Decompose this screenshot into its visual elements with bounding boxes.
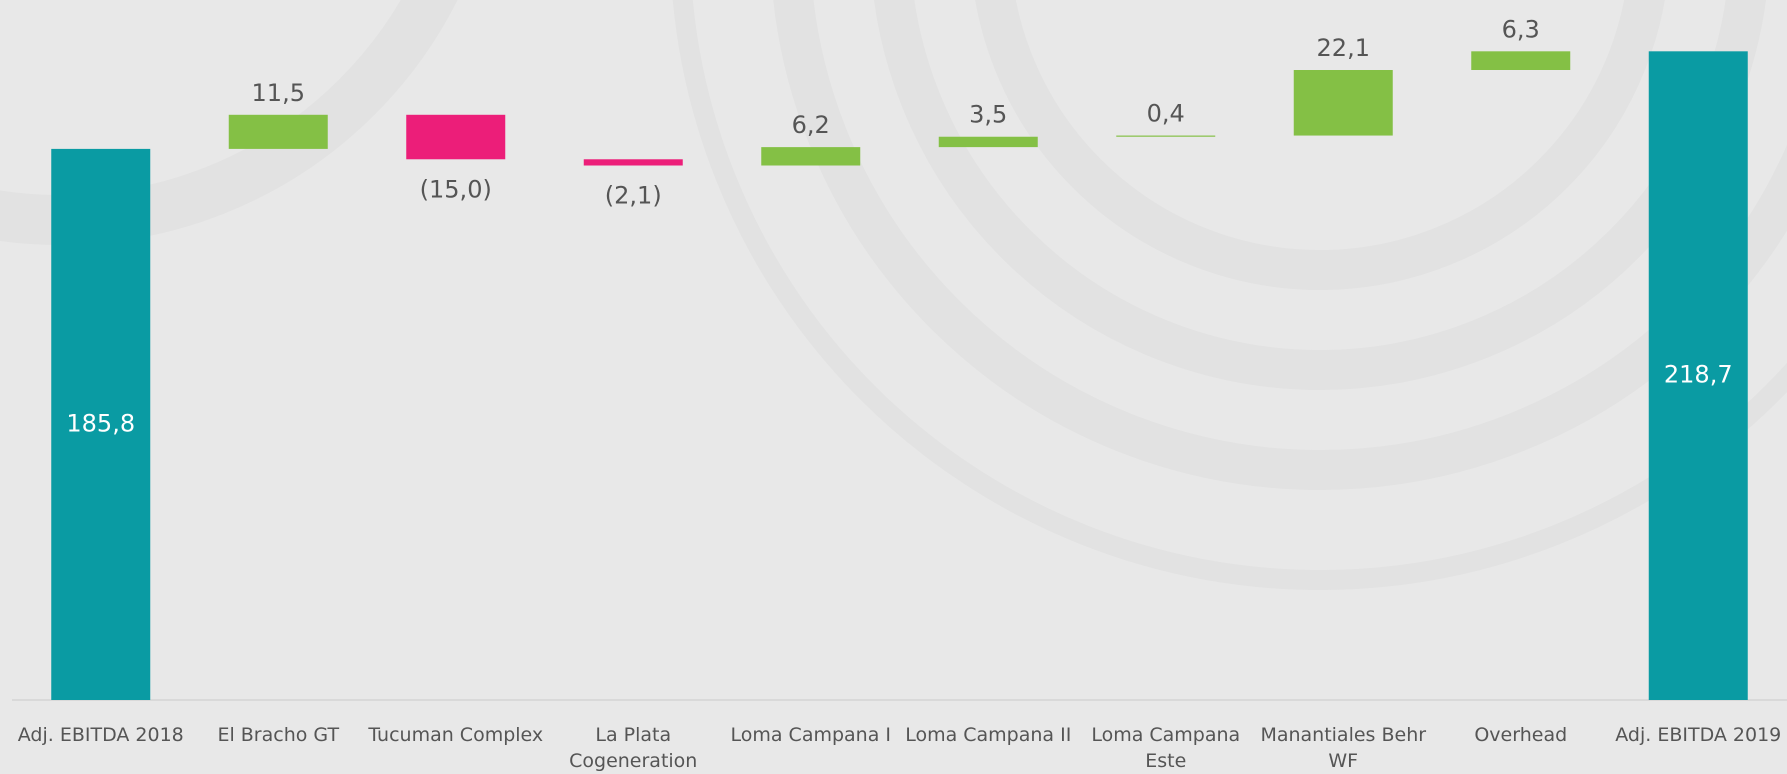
- value-label: (2,1): [605, 182, 662, 210]
- value-label: 22,1: [1317, 34, 1370, 62]
- x-tick-label: La Plata Cogeneration: [569, 724, 698, 772]
- bar: [1648, 51, 1748, 701]
- value-label: 11,5: [252, 79, 305, 107]
- bar: [228, 114, 328, 149]
- value-label: (15,0): [420, 175, 492, 203]
- bar: [761, 147, 861, 166]
- bar: [1116, 135, 1216, 137]
- x-tick-label: Tucuman Complex: [368, 724, 544, 746]
- bar: [51, 148, 151, 700]
- x-tick-label: Loma Campana II: [905, 724, 1072, 746]
- bar: [1293, 70, 1393, 136]
- bar: [583, 159, 683, 166]
- x-tick-label: Loma Campana Este: [1091, 724, 1241, 772]
- x-tick-label: Adj. EBITDA 2019: [1615, 724, 1782, 746]
- value-label: 0,4: [1147, 100, 1185, 128]
- x-tick-label: El Bracho GT: [217, 724, 340, 746]
- value-label: 218,7: [1664, 361, 1733, 389]
- value-label: 3,5: [969, 101, 1007, 129]
- bar: [1471, 51, 1571, 70]
- x-tick-label: Manantiales Behr WF: [1260, 724, 1427, 772]
- bar: [406, 114, 506, 160]
- x-tick-label: Adj. EBITDA 2018: [17, 724, 184, 746]
- value-label: 6,3: [1502, 15, 1540, 43]
- bar: [938, 136, 1038, 148]
- value-label: 6,2: [792, 111, 830, 139]
- x-tick-label: Overhead: [1474, 724, 1568, 746]
- value-label: 185,8: [66, 409, 135, 437]
- x-tick-label: Loma Campana I: [730, 724, 892, 746]
